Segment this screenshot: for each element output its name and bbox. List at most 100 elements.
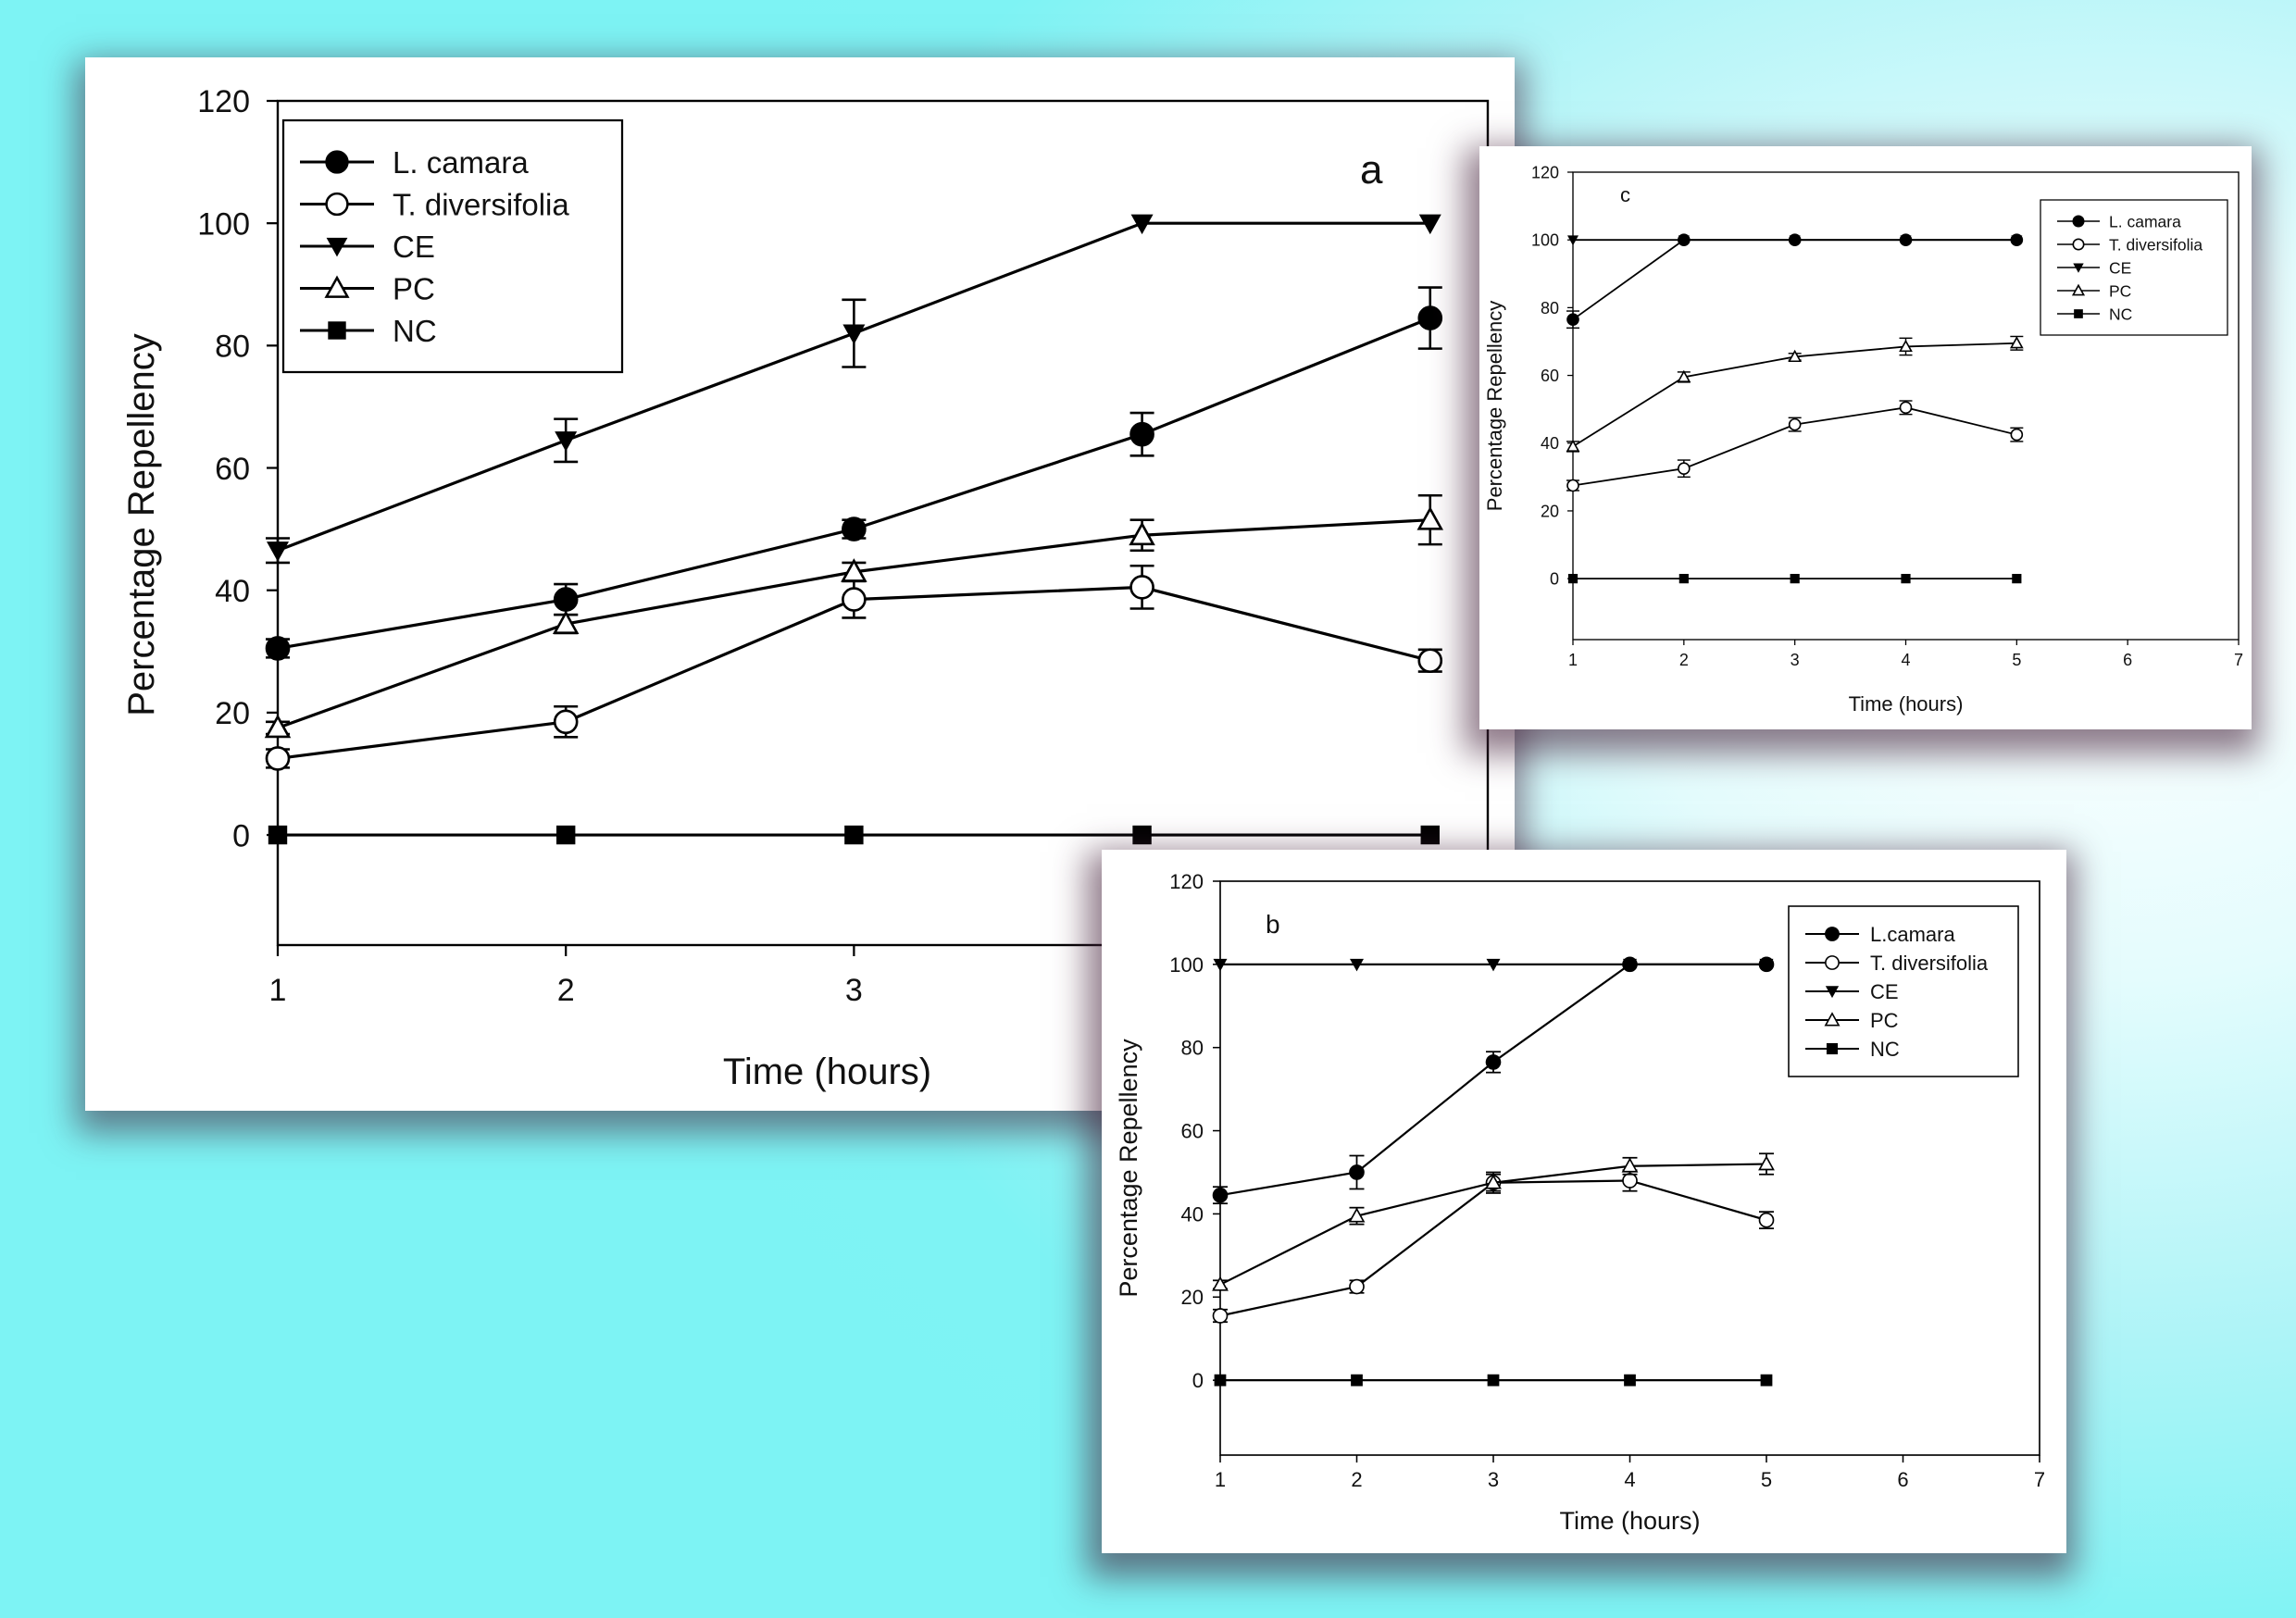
legend-label: PC xyxy=(393,271,435,305)
x-tick-label: 7 xyxy=(2034,1468,2045,1491)
data-point-nc xyxy=(1901,574,1911,584)
legend-label: T. diversifolia xyxy=(1870,952,1989,975)
data-point-pc xyxy=(841,558,867,582)
y-tick-label: 0 xyxy=(1192,1369,1204,1392)
x-tick-label: 6 xyxy=(1897,1468,1908,1491)
y-tick-label: 40 xyxy=(215,574,250,609)
data-point-nc xyxy=(1487,1374,1500,1387)
data-point-l-camara xyxy=(1566,313,1579,326)
y-tick-label: 60 xyxy=(1541,367,1559,385)
legend-label: PC xyxy=(2109,281,2131,300)
y-tick-label: 20 xyxy=(1541,502,1559,520)
chart-c: 0 20 40 60 80 100 120 1 2 3 4 5 6 7 Time (hours) Percen… xyxy=(1483,163,2243,716)
data-point-nc xyxy=(844,825,864,845)
data-point-l-camara xyxy=(553,587,579,612)
chart-panel-a: 0204060801001201234Time (hours)Percentag… xyxy=(85,57,1515,1111)
data-point-pc xyxy=(1416,505,1444,530)
x-axis-label: Time (hours) xyxy=(723,1052,931,1092)
y-axis: 0 20 40 60 80 100 120 xyxy=(1169,870,1220,1392)
data-point-nc xyxy=(555,825,576,845)
data-point-t-diversifolia xyxy=(265,746,291,771)
data-point-pc xyxy=(2009,336,2024,349)
data-point-pc xyxy=(1566,439,1580,453)
series-nc xyxy=(268,825,1440,845)
data-point-t-diversifolia xyxy=(1899,401,1913,415)
legend-label: NC xyxy=(2109,305,2132,323)
series-l-camara xyxy=(265,286,1443,661)
data-point-t-diversifolia xyxy=(1129,575,1154,600)
data-point-ce xyxy=(1213,958,1228,972)
data-point-nc xyxy=(1624,1374,1636,1387)
legend-marker xyxy=(2074,309,2083,318)
legend-marker xyxy=(1826,1042,1839,1055)
series-ce xyxy=(1567,235,2023,246)
data-point-pc xyxy=(264,714,292,739)
x-tick-label: 1 xyxy=(1215,1468,1226,1491)
data-point-nc xyxy=(1420,825,1440,845)
legend-label: L.camara xyxy=(1870,923,1955,946)
data-point-nc xyxy=(1214,1374,1227,1387)
x-tick-label: 2 xyxy=(1679,651,1689,669)
y-tick-label: 100 xyxy=(1531,231,1559,250)
x-tick-label: 7 xyxy=(2234,651,2243,669)
y-tick-label: 100 xyxy=(1169,953,1204,977)
data-point-nc xyxy=(2012,574,2022,584)
data-point-pc xyxy=(1348,1207,1366,1223)
y-tick-label: 120 xyxy=(1169,870,1204,893)
panel-label: c xyxy=(1620,183,1630,206)
data-point-t-diversifolia xyxy=(1788,417,1802,431)
x-tick-label: 1 xyxy=(269,973,287,1008)
legend: L. camara T. diversifolia CE PC NC xyxy=(281,118,624,374)
legend-label: T. diversifolia xyxy=(2109,235,2202,254)
x-axis: 1 2 3 4 5 6 7 xyxy=(1215,1455,2045,1491)
y-axis-label: Percentage Repellency xyxy=(121,333,162,716)
legend-label: T. diversifolia xyxy=(393,187,569,221)
series-ce xyxy=(1213,958,1774,972)
series-line-l-camara xyxy=(1219,963,1766,1197)
data-point-l-camara xyxy=(1129,421,1154,447)
data-point-ce xyxy=(842,324,866,345)
data-point-nc xyxy=(1132,825,1152,845)
legend-marker xyxy=(325,150,349,174)
series-ce xyxy=(266,214,1441,565)
data-point-ce xyxy=(1900,235,1912,246)
x-tick-label: 4 xyxy=(1901,651,1910,669)
data-point-pc xyxy=(1677,369,1691,382)
x-axis: 1 2 3 4 5 6 7 xyxy=(1568,640,2243,669)
series-pc xyxy=(264,493,1444,739)
data-point-l-camara xyxy=(265,636,291,661)
x-tick-label: 1 xyxy=(1568,651,1578,669)
series-t-diversifolia xyxy=(265,564,1443,771)
x-tick-label: 3 xyxy=(845,973,863,1008)
series-pc xyxy=(1566,335,2024,453)
data-point-pc xyxy=(1129,521,1155,546)
data-point-pc xyxy=(1788,349,1803,363)
legend-label: CE xyxy=(2109,258,2131,277)
legend-marker xyxy=(325,192,349,217)
data-point-l-camara xyxy=(1485,1054,1502,1070)
y-tick-label: 40 xyxy=(1541,434,1559,453)
y-tick-label: 60 xyxy=(215,452,250,487)
data-point-l-camara xyxy=(1349,1164,1365,1180)
legend-marker xyxy=(1825,986,1840,999)
legend-label: L. camara xyxy=(393,145,529,180)
data-point-t-diversifolia xyxy=(1758,1212,1775,1228)
y-tick-label: 60 xyxy=(1181,1119,1204,1142)
data-point-ce xyxy=(1759,958,1774,972)
data-point-pc xyxy=(552,610,580,634)
x-axis-label: Time (hours) xyxy=(1559,1507,1700,1535)
data-point-ce xyxy=(1678,235,1690,246)
panel-label: a xyxy=(1360,147,1383,193)
data-point-nc xyxy=(1760,1374,1773,1387)
y-tick-label: 80 xyxy=(1181,1037,1204,1060)
y-axis: 0 20 40 60 80 100 120 xyxy=(197,84,278,853)
x-tick-label: 6 xyxy=(2123,651,2132,669)
legend: L.camara T. diversifolia CE PC NC xyxy=(1788,905,2019,1077)
legend-marker xyxy=(2073,263,2084,273)
chart-b: 0 20 40 60 80 100 120 1 2 3 4 5 6 7 Time (hours) Percen… xyxy=(1115,870,2045,1535)
data-point-ce xyxy=(1789,235,1801,246)
data-point-ce xyxy=(2011,235,2023,246)
data-point-ce xyxy=(1418,214,1441,235)
x-tick-label: 5 xyxy=(1761,1468,1772,1491)
series-line-t-diversifolia xyxy=(1219,1179,1767,1317)
